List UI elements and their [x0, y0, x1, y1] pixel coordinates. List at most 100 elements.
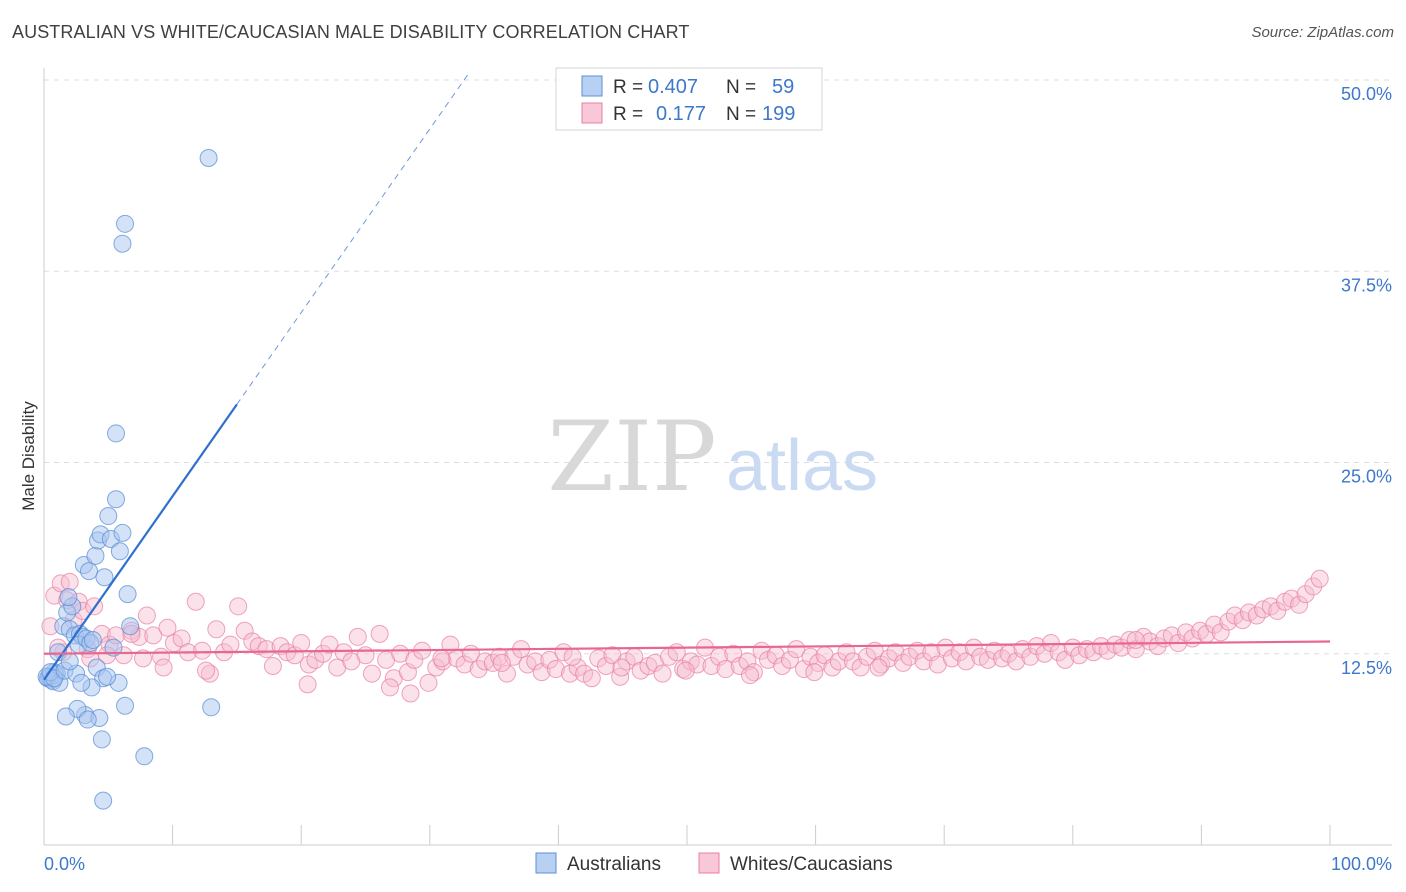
whites-caucasians-point [540, 650, 559, 669]
whites-caucasians-point [914, 652, 933, 671]
x-tick-label-max: 100.0% [1331, 854, 1392, 874]
whites-caucasians-point [362, 664, 381, 683]
whites-caucasians-point [60, 572, 79, 591]
whites-caucasians-point [380, 678, 399, 697]
whites-caucasians-point [851, 658, 870, 677]
australians-point [104, 638, 123, 657]
whites-caucasians-point [936, 638, 955, 657]
bottom-legend-label-australians: Australians [567, 854, 661, 875]
whites-caucasians-point [154, 658, 173, 677]
gridlines [44, 79, 1392, 655]
whites-caucasians-point [320, 635, 339, 654]
australians-point [116, 696, 135, 715]
australians-point [121, 617, 140, 636]
y-tick-label: 25.0% [1341, 467, 1392, 487]
whites-caucasians-point [433, 652, 452, 671]
chart-title: AUSTRALIAN VS WHITE/CAUCASIAN MALE DISAB… [12, 22, 690, 42]
australians-point [113, 523, 132, 542]
whites-caucasians-point [1261, 597, 1280, 616]
whites-caucasians-point [298, 675, 317, 694]
australians-point [80, 562, 99, 581]
legend-r-label-australians: R = [613, 77, 648, 98]
whites-caucasians-point [158, 618, 177, 637]
whites-caucasians-point [144, 626, 163, 645]
australians-point [118, 585, 137, 604]
whites-caucasians-point [985, 641, 1004, 660]
legend-r-value-whites: 0.177 [656, 103, 706, 125]
australians-point [92, 730, 111, 749]
series-legend: Australians Whites/Caucasians [535, 852, 893, 875]
whites-caucasians-point [356, 646, 375, 665]
australians-point [59, 588, 78, 607]
australians-point [107, 424, 126, 443]
x-tick-label-min: 0.0% [44, 854, 85, 874]
whites-caucasians-point [1268, 601, 1287, 620]
whites-caucasians-point [809, 653, 828, 672]
whites-caucasians-point [186, 592, 205, 611]
legend-r-label-whites: R = [613, 104, 648, 125]
y-tick-labels: 12.5% 25.0% 37.5% 50.0% [1341, 84, 1392, 678]
australians-point [72, 673, 91, 692]
australians-point [99, 507, 118, 526]
whites-caucasians-point [653, 664, 672, 683]
whites-caucasians-point [957, 652, 976, 671]
correlation-legend: R = 0.407 N = 59 R = 0.177 N = 199 [555, 67, 823, 131]
australians-point [110, 542, 129, 561]
whites-caucasians-point [263, 656, 282, 675]
australians-point [78, 710, 97, 729]
whites-caucasians-point [780, 650, 799, 669]
whites-caucasians-point [221, 635, 240, 654]
whites-caucasians-point [589, 649, 608, 668]
whites-caucasians-point [611, 667, 630, 686]
y-tick-label: 50.0% [1341, 84, 1392, 104]
axes [43, 68, 1392, 846]
whites-caucasians-point [1310, 569, 1329, 588]
watermark-zip: ZIP [547, 401, 716, 513]
legend-n-label-whites: N = [726, 104, 761, 125]
whites-caucasians-point [432, 649, 451, 668]
whites-caucasians-point [370, 624, 389, 643]
watermark-atlas: atlas [726, 426, 878, 506]
whites-caucasians-point [299, 655, 318, 674]
australians-point [135, 747, 154, 766]
whites-caucasians-point [257, 640, 276, 659]
whites-caucasians-point [492, 653, 511, 672]
legend-swatch-australians [581, 75, 603, 97]
whites-caucasians-point [1092, 637, 1111, 656]
bottom-legend-label-whites: Whites/Caucasians [730, 854, 893, 875]
whites-caucasians-point [497, 664, 516, 683]
australians-point [56, 707, 75, 726]
y-axis-title: Male Disability [19, 401, 38, 511]
australians-point [94, 791, 113, 810]
legend-n-value-australians: 59 [772, 76, 794, 98]
legend-swatch-whites [581, 102, 603, 124]
australians-point [116, 214, 135, 233]
australians-point [60, 652, 79, 671]
whites-caucasians-point [612, 658, 631, 677]
bottom-legend-swatch-australians [535, 852, 557, 874]
whites-caucasians-point [401, 684, 420, 703]
whites-caucasians-point [738, 652, 757, 671]
whites-caucasians-points [41, 569, 1329, 703]
bottom-legend-swatch-whites [698, 852, 720, 874]
australians-point [202, 698, 221, 717]
legend-n-value-whites: 199 [762, 103, 795, 125]
australians-point [107, 490, 126, 509]
whites-caucasians-point [1205, 615, 1224, 634]
australians-point [199, 149, 218, 168]
whites-caucasians-point [676, 661, 695, 680]
whites-caucasians-point [405, 650, 424, 669]
whites-caucasians-point [197, 661, 216, 680]
australians-point [98, 667, 117, 686]
whites-caucasians-point [419, 673, 438, 692]
legend-n-label-australians: N = [726, 77, 761, 98]
australians-point [86, 546, 105, 565]
whites-caucasians-point [1290, 595, 1309, 614]
whites-caucasians-point [1296, 585, 1315, 604]
whites-caucasians-point [869, 658, 888, 677]
whites-caucasians-point [1233, 611, 1252, 630]
australians-point [83, 630, 102, 649]
whites-caucasians-point [546, 660, 565, 679]
whites-caucasians-point [702, 656, 721, 675]
whites-caucasians-point [526, 652, 545, 671]
